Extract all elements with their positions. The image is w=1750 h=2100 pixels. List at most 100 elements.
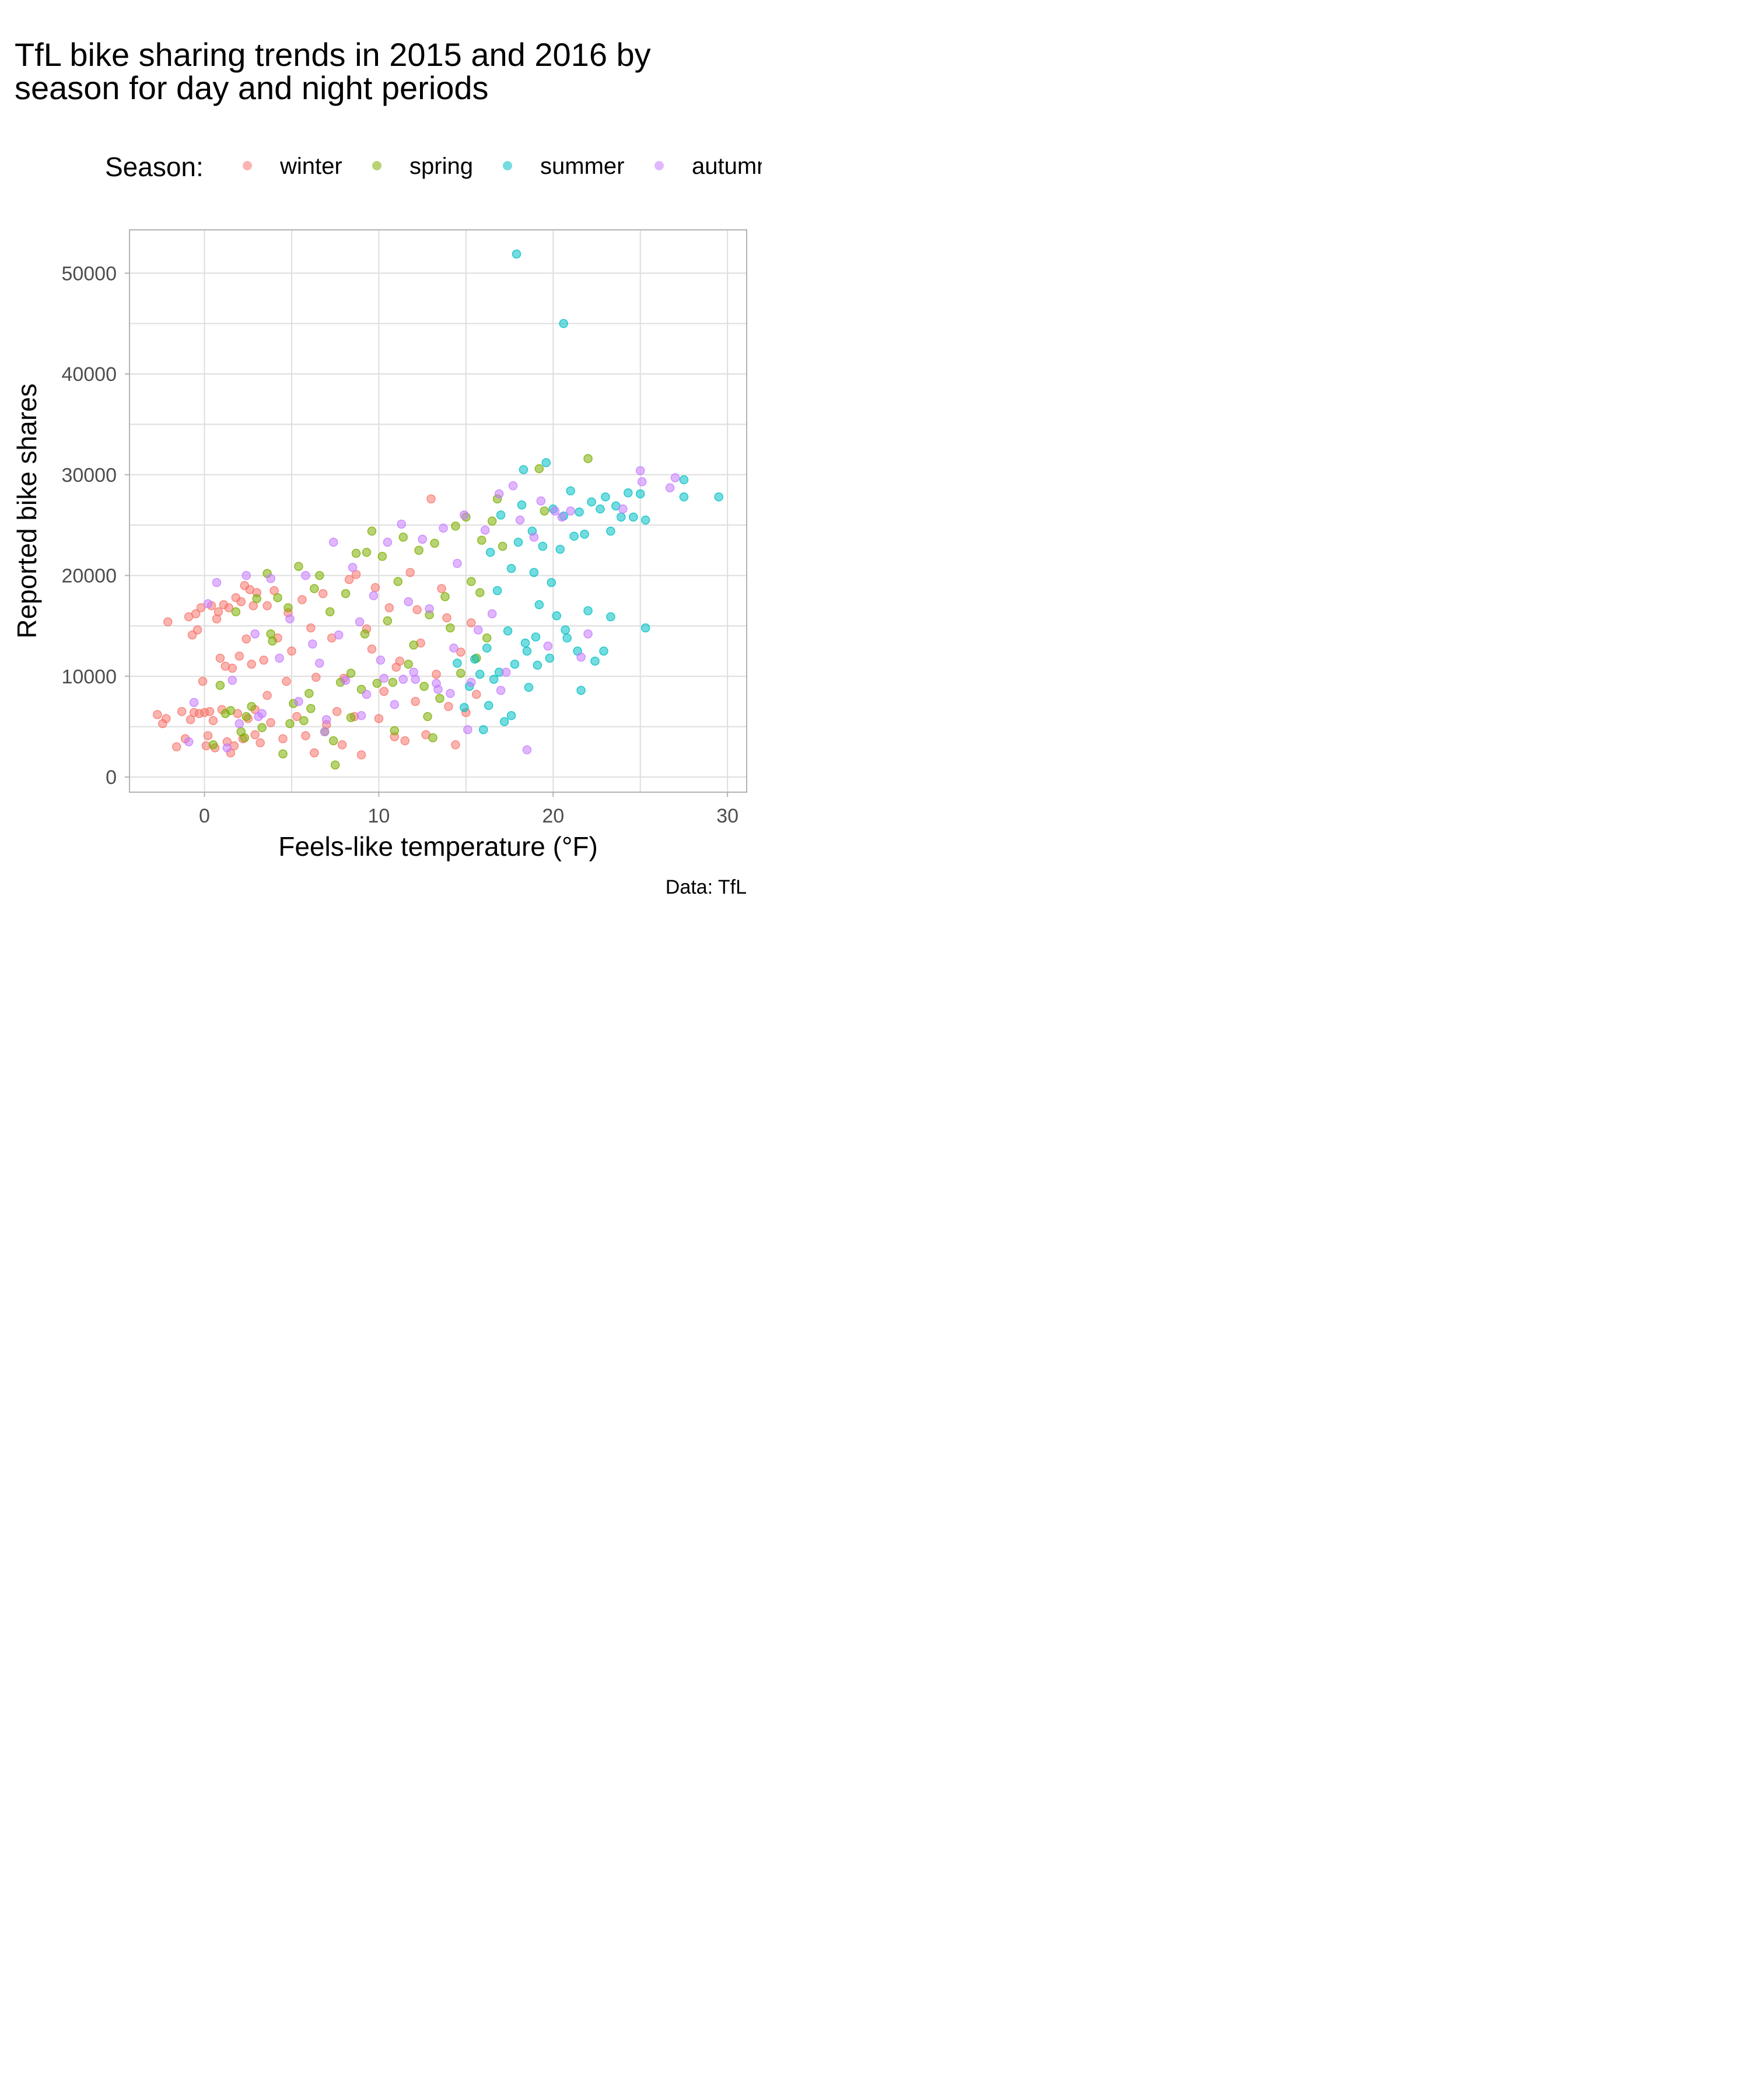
data-point-autumn — [501, 667, 511, 677]
data-point-spring — [440, 592, 450, 601]
data-point-summer — [520, 638, 530, 648]
data-point-spring — [328, 736, 338, 746]
data-point-winter — [270, 586, 279, 596]
data-point-autumn — [250, 629, 260, 639]
data-point-winter — [298, 595, 307, 604]
data-point-winter — [472, 690, 481, 699]
data-point-spring — [456, 668, 466, 678]
data-point-summer — [541, 458, 551, 467]
data-point-autumn — [362, 690, 372, 699]
data-point-autumn — [301, 570, 310, 580]
data-point-summer — [624, 488, 633, 498]
data-point-autumn — [315, 659, 324, 668]
data-point-winter — [214, 607, 223, 617]
chart-title-line-2: season for day and night periods — [15, 69, 489, 106]
data-point-winter — [203, 731, 213, 741]
data-point-spring — [383, 616, 393, 626]
data-point-autumn — [348, 562, 358, 572]
data-point-spring — [435, 694, 444, 704]
data-point-winter — [162, 714, 171, 723]
data-point-summer — [599, 646, 608, 656]
data-point-spring — [360, 629, 370, 639]
data-point-summer — [628, 512, 638, 522]
data-point-autumn — [529, 533, 539, 542]
data-point-winter — [163, 617, 173, 626]
data-point-winter — [235, 652, 244, 661]
data-point-summer — [547, 578, 556, 587]
legend-key-winter — [243, 161, 252, 170]
data-point-spring — [351, 548, 361, 558]
data-point-winter — [266, 718, 275, 727]
y-tick-label: 0 — [106, 766, 117, 789]
chart-canvas: TfL bike sharing trends in 2015 and 2016… — [12, 36, 762, 898]
data-point-winter — [310, 748, 319, 758]
data-point-winter — [312, 673, 321, 682]
data-point-autumn — [522, 745, 532, 755]
data-point-winter — [205, 707, 215, 716]
data-point-spring — [242, 712, 251, 722]
data-point-spring — [534, 464, 544, 474]
data-point-autumn — [515, 515, 525, 525]
data-point-winter — [444, 702, 453, 711]
data-point-summer — [601, 492, 610, 502]
data-point-summer — [559, 318, 568, 328]
data-point-spring — [477, 536, 487, 545]
data-point-summer — [679, 475, 689, 485]
data-point-summer — [562, 633, 572, 643]
data-point-winter — [278, 734, 288, 744]
data-point-autumn — [390, 699, 400, 709]
data-point-autumn — [228, 676, 237, 685]
data-point-autumn — [328, 537, 338, 547]
data-point-autumn — [618, 504, 628, 514]
caption: Data: TfL — [666, 876, 747, 898]
data-point-autumn — [536, 496, 546, 506]
data-point-summer — [561, 625, 570, 635]
legend-key-autumn — [654, 161, 664, 170]
data-point-spring — [266, 629, 275, 639]
data-point-summer — [640, 623, 650, 633]
data-point-spring — [231, 607, 241, 617]
y-tick-label: 10000 — [61, 666, 117, 688]
data-point-summer — [617, 512, 626, 522]
data-point-summer — [576, 685, 586, 695]
data-point-winter — [196, 603, 206, 612]
data-point-winter — [437, 584, 446, 593]
data-point-autumn — [266, 573, 275, 583]
data-point-spring — [475, 588, 485, 597]
x-tick-label: 30 — [716, 805, 738, 827]
data-point-spring — [482, 633, 492, 643]
data-point-spring — [446, 623, 455, 633]
data-point-winter — [262, 601, 272, 611]
data-point-winter — [287, 646, 296, 656]
data-point-winter — [374, 714, 384, 723]
data-point-winter — [242, 634, 251, 644]
data-point-autumn — [294, 696, 303, 706]
data-point-spring — [294, 562, 303, 571]
data-point-winter — [153, 710, 162, 719]
data-point-autumn — [383, 537, 393, 547]
data-point-spring — [240, 733, 250, 743]
data-point-autumn — [557, 512, 566, 522]
data-point-summer — [596, 504, 605, 514]
legend-key-summer — [503, 161, 512, 170]
data-point-winter — [411, 696, 420, 706]
data-point-spring — [247, 702, 256, 711]
data-point-summer — [529, 568, 539, 578]
data-point-summer — [524, 682, 534, 692]
axis-tick-labels: 0 10 20 30 0 10000 20000 30000 40000 50000 — [61, 262, 738, 827]
data-point-autumn — [369, 591, 379, 600]
data-point-summer — [679, 492, 689, 502]
data-point-winter — [400, 736, 410, 746]
y-tick-label: 30000 — [61, 464, 117, 487]
data-point-autumn — [425, 604, 434, 614]
data-point-summer — [575, 507, 584, 517]
data-point-autumn — [275, 653, 284, 663]
data-point-winter — [262, 691, 272, 700]
data-point-spring — [215, 681, 225, 690]
data-point-autumn — [418, 534, 427, 544]
legend-key-spring — [372, 161, 382, 170]
data-point-summer — [519, 465, 528, 474]
data-point-winter — [356, 750, 366, 760]
data-point-autumn — [203, 599, 213, 608]
legend-label-spring: spring — [410, 153, 473, 179]
